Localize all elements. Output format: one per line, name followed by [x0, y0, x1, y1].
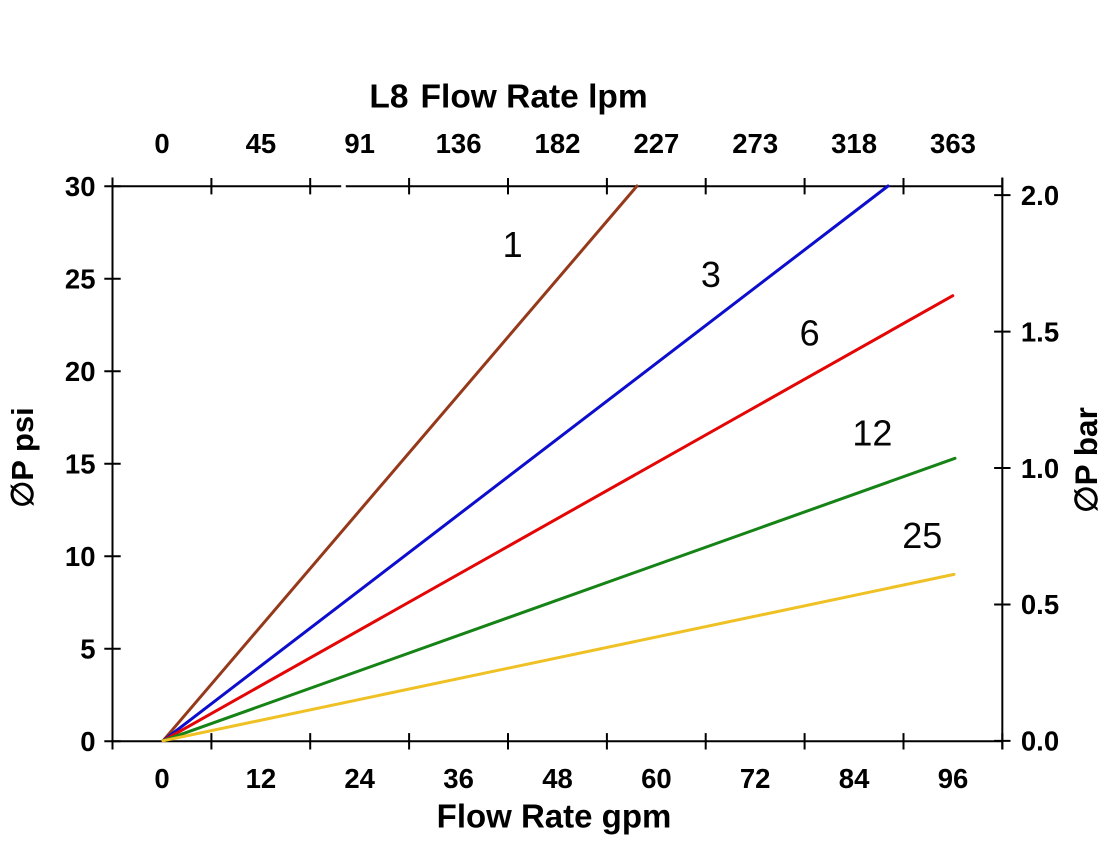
svg-text:∅P bar: ∅P bar [1068, 407, 1104, 513]
svg-text:0: 0 [154, 763, 169, 794]
svg-text:318: 318 [831, 128, 877, 159]
svg-text:363: 363 [930, 128, 976, 159]
svg-text:273: 273 [732, 128, 778, 159]
svg-text:20: 20 [65, 356, 96, 387]
svg-text:91: 91 [344, 128, 375, 159]
svg-text:1: 1 [503, 224, 523, 265]
svg-text:0: 0 [80, 726, 95, 757]
svg-text:12: 12 [246, 763, 277, 794]
svg-text:45: 45 [246, 128, 277, 159]
svg-text:12: 12 [852, 413, 892, 454]
svg-text:227: 227 [633, 128, 679, 159]
svg-text:72: 72 [740, 763, 771, 794]
svg-text:1.0: 1.0 [1021, 453, 1059, 484]
svg-text:L8 Flow Rate lpm: L8 Flow Rate lpm [369, 78, 647, 115]
svg-text:10: 10 [65, 541, 96, 572]
svg-text:136: 136 [436, 128, 482, 159]
svg-text:182: 182 [535, 128, 581, 159]
svg-text:15: 15 [65, 449, 96, 480]
svg-text:0: 0 [154, 128, 169, 159]
svg-text:36: 36 [443, 763, 474, 794]
svg-text:0.5: 0.5 [1021, 589, 1059, 620]
svg-text:25: 25 [902, 515, 942, 556]
svg-text:96: 96 [938, 763, 969, 794]
svg-text:1.5: 1.5 [1021, 316, 1059, 347]
svg-text:2.0: 2.0 [1021, 180, 1059, 211]
svg-text:24: 24 [344, 763, 375, 794]
svg-text:25: 25 [65, 264, 96, 295]
svg-text:3: 3 [701, 254, 721, 295]
svg-text:30: 30 [65, 171, 96, 202]
svg-text:6: 6 [800, 313, 820, 354]
svg-text:84: 84 [839, 763, 870, 794]
svg-text:Flow Rate gpm: Flow Rate gpm [437, 797, 672, 834]
svg-text:∅P psi: ∅P psi [5, 407, 40, 508]
svg-text:48: 48 [542, 763, 573, 794]
svg-text:5: 5 [80, 634, 95, 665]
svg-text:0.0: 0.0 [1021, 726, 1059, 757]
svg-text:60: 60 [641, 763, 672, 794]
